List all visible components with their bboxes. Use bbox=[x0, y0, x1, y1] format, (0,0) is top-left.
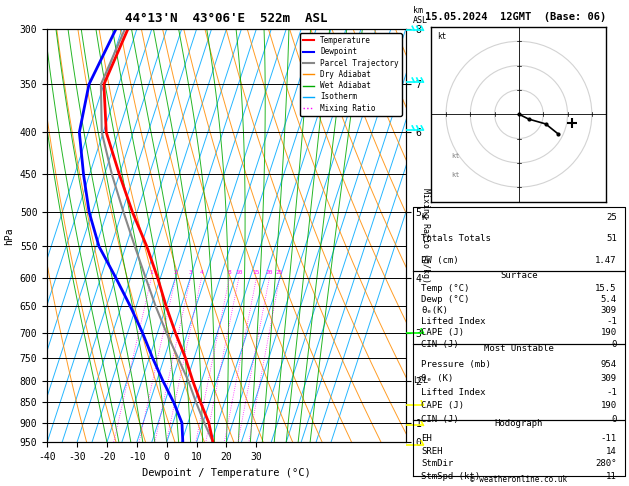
Text: θₑ(K): θₑ(K) bbox=[421, 306, 448, 315]
Text: km
ASL: km ASL bbox=[413, 6, 428, 25]
Text: 44°13'N  43°06'E  522m  ASL: 44°13'N 43°06'E 522m ASL bbox=[125, 12, 328, 25]
Text: CIN (J): CIN (J) bbox=[421, 415, 459, 424]
Text: Lifted Index: Lifted Index bbox=[421, 317, 486, 326]
Text: Lifted Index: Lifted Index bbox=[421, 388, 486, 397]
Text: 25: 25 bbox=[606, 213, 616, 222]
Legend: Temperature, Dewpoint, Parcel Trajectory, Dry Adiabat, Wet Adiabat, Isotherm, Mi: Temperature, Dewpoint, Parcel Trajectory… bbox=[299, 33, 402, 116]
Text: 15.05.2024  12GMT  (Base: 06): 15.05.2024 12GMT (Base: 06) bbox=[425, 12, 606, 22]
Text: kt: kt bbox=[437, 32, 446, 41]
Text: StmSpd (kt): StmSpd (kt) bbox=[421, 472, 481, 481]
Text: 190: 190 bbox=[601, 401, 616, 410]
Text: StmDir: StmDir bbox=[421, 459, 454, 468]
Text: 15.5: 15.5 bbox=[595, 284, 616, 293]
Text: kt: kt bbox=[451, 153, 459, 159]
Y-axis label: Mixing Ratio (g/kg): Mixing Ratio (g/kg) bbox=[421, 188, 430, 283]
Text: 14: 14 bbox=[606, 447, 616, 455]
Text: 11: 11 bbox=[606, 472, 616, 481]
Text: Pressure (mb): Pressure (mb) bbox=[421, 360, 491, 369]
Text: 1: 1 bbox=[150, 270, 153, 275]
Text: 190: 190 bbox=[601, 329, 616, 337]
Text: EH: EH bbox=[421, 434, 432, 443]
Text: CAPE (J): CAPE (J) bbox=[421, 329, 464, 337]
Text: CIN (J): CIN (J) bbox=[421, 340, 459, 348]
Text: CAPE (J): CAPE (J) bbox=[421, 401, 464, 410]
Text: 15: 15 bbox=[253, 270, 260, 275]
Text: 0: 0 bbox=[611, 340, 616, 348]
Text: 20: 20 bbox=[265, 270, 273, 275]
Text: Surface: Surface bbox=[500, 271, 538, 280]
Text: 25: 25 bbox=[276, 270, 284, 275]
Text: θₑ (K): θₑ (K) bbox=[421, 374, 454, 383]
Text: 2: 2 bbox=[174, 270, 177, 275]
Text: 309: 309 bbox=[601, 306, 616, 315]
Y-axis label: hPa: hPa bbox=[4, 227, 14, 244]
Text: 5.4: 5.4 bbox=[601, 295, 616, 304]
Text: Totals Totals: Totals Totals bbox=[421, 234, 491, 243]
Text: SREH: SREH bbox=[421, 447, 443, 455]
Text: 4: 4 bbox=[199, 270, 203, 275]
Text: kt: kt bbox=[451, 173, 459, 178]
Text: 8: 8 bbox=[228, 270, 231, 275]
Text: Dewp (°C): Dewp (°C) bbox=[421, 295, 469, 304]
Text: K: K bbox=[421, 213, 426, 222]
Text: Hodograph: Hodograph bbox=[495, 419, 543, 428]
Text: LCL: LCL bbox=[413, 376, 428, 385]
Text: Temp (°C): Temp (°C) bbox=[421, 284, 469, 293]
Text: 309: 309 bbox=[601, 374, 616, 383]
Text: 10: 10 bbox=[235, 270, 243, 275]
Text: -11: -11 bbox=[601, 434, 616, 443]
Text: 3: 3 bbox=[189, 270, 192, 275]
Text: 1.47: 1.47 bbox=[595, 256, 616, 265]
Text: 51: 51 bbox=[606, 234, 616, 243]
Text: 0: 0 bbox=[611, 415, 616, 424]
Text: 280°: 280° bbox=[595, 459, 616, 468]
Text: -1: -1 bbox=[606, 317, 616, 326]
Text: -1: -1 bbox=[606, 388, 616, 397]
Text: PW (cm): PW (cm) bbox=[421, 256, 459, 265]
Text: Most Unstable: Most Unstable bbox=[484, 344, 554, 353]
Text: © weatheronline.co.uk: © weatheronline.co.uk bbox=[470, 474, 567, 484]
X-axis label: Dewpoint / Temperature (°C): Dewpoint / Temperature (°C) bbox=[142, 468, 311, 478]
Text: 954: 954 bbox=[601, 360, 616, 369]
